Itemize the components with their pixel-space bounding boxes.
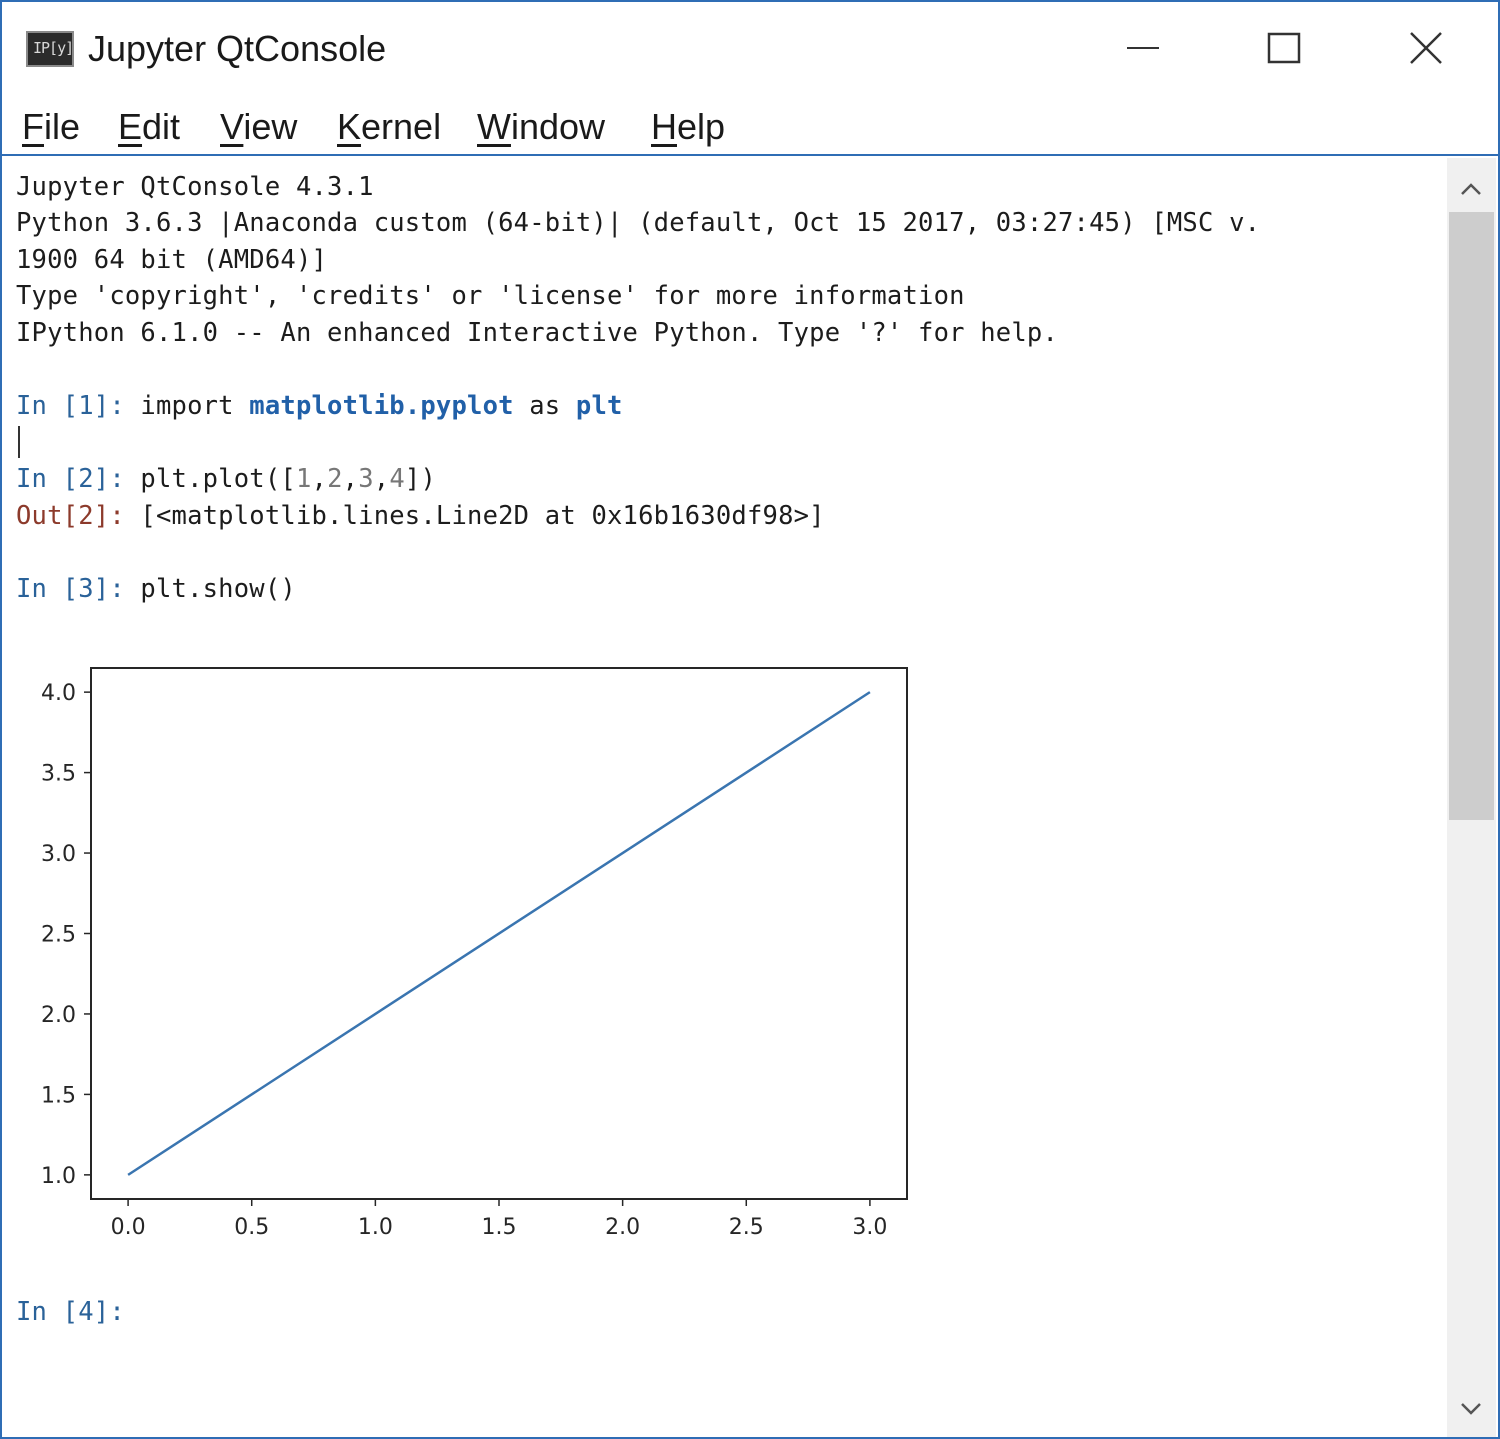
input-cell-2[interactable]: In [2]: plt.plot([1,2,3,4]): [16, 464, 436, 494]
in-prompt: In [3]:: [16, 574, 141, 604]
input-cell-1[interactable]: In [1]: import matplotlib.pyplot as plt: [16, 391, 623, 421]
ipython-icon: IP[y]: [26, 31, 74, 67]
code-text: ,: [311, 464, 328, 494]
menu-window-label: indow: [510, 106, 606, 147]
title-bar[interactable]: IP[y] Jupyter QtConsole: [2, 2, 1498, 94]
in-prompt: In [2]:: [16, 464, 141, 494]
scroll-up-button[interactable]: [1447, 164, 1496, 214]
in-prompt: In [4]:: [16, 1297, 141, 1327]
menu-view-label: iew: [243, 106, 298, 147]
banner-line: Jupyter QtConsole 4.3.1: [16, 172, 374, 202]
x-tick-label: 0.0: [111, 1215, 146, 1240]
menu-help-label: elp: [677, 106, 726, 147]
menu-help[interactable]: Help: [651, 106, 725, 148]
close-button[interactable]: [1390, 22, 1460, 74]
series-line: [127, 691, 871, 1176]
y-tick-label: 3.5: [41, 762, 76, 787]
maximize-icon: [1267, 32, 1301, 64]
menu-kernel[interactable]: Kernel: [337, 106, 441, 148]
menu-view-mnemonic: V: [220, 106, 244, 147]
y-tick-label: 1.0: [41, 1164, 76, 1189]
output-text: [<matplotlib.lines.Line2D at 0x16b1630df…: [140, 501, 825, 531]
maximize-button[interactable]: [1248, 22, 1318, 74]
menu-view[interactable]: View: [220, 106, 297, 148]
code-text: ,: [342, 464, 359, 494]
y-tick-label: 4.0: [41, 681, 76, 706]
y-tick-label: 1.5: [41, 1083, 76, 1108]
output-cell-2: Out[2]: [<matplotlib.lines.Line2D at 0x1…: [16, 501, 825, 531]
menu-window[interactable]: Window: [477, 106, 605, 148]
code-text: ,: [373, 464, 390, 494]
y-tick-label: 3.0: [41, 842, 76, 867]
in-prompt: In [1]:: [16, 391, 141, 421]
menu-kernel-label: ernel: [361, 106, 442, 147]
menu-edit[interactable]: Edit: [118, 106, 180, 148]
code-keyword: as: [513, 391, 576, 421]
x-tick-label: 1.5: [482, 1215, 517, 1240]
out-prompt: Out[2]:: [16, 501, 141, 531]
text-cursor: [18, 426, 20, 458]
menu-window-mnemonic: W: [477, 106, 511, 147]
vertical-scrollbar[interactable]: [1447, 158, 1496, 1437]
menu-help-mnemonic: H: [651, 106, 677, 147]
code-number: 4: [389, 464, 405, 494]
menu-edit-mnemonic: E: [118, 106, 143, 147]
code-number: 1: [295, 464, 312, 494]
scroll-thumb[interactable]: [1449, 212, 1494, 820]
banner-line: IPython 6.1.0 -- An enhanced Interactive…: [16, 318, 1059, 348]
x-tick-label: 0.5: [234, 1215, 269, 1240]
minimize-button[interactable]: [1106, 22, 1176, 74]
code-text: ]): [404, 464, 436, 494]
menu-kernel-mnemonic: K: [337, 106, 362, 147]
banner-line: 1900 64 bit (AMD64)]: [16, 245, 328, 275]
code-number: 3: [358, 464, 374, 494]
line-chart: 0.0 0.5 1.0 1.5 2.0 2.5 3.0 1.0 1.5 2.0 2.5 3.0 3.5 4…: [41, 667, 908, 1240]
menu-file-label: ile: [44, 106, 81, 147]
menu-bar: File Edit View Kernel Window Help: [2, 94, 1498, 156]
y-tick-label: 2.0: [41, 1003, 76, 1028]
chevron-down-icon: [1461, 1403, 1481, 1415]
code-alias: plt: [575, 391, 623, 421]
y-tick-label: 2.5: [41, 923, 76, 948]
code-text: plt.plot([: [140, 464, 296, 494]
x-tick-label: 3.0: [852, 1215, 887, 1240]
minimize-icon: [1127, 47, 1159, 49]
scroll-down-button[interactable]: [1447, 1384, 1496, 1434]
window-title: Jupyter QtConsole: [88, 28, 387, 69]
banner-line: Python 3.6.3 |Anaconda custom (64-bit)| …: [16, 208, 1261, 238]
banner-line: Type 'copyright', 'credits' or 'license'…: [16, 281, 965, 311]
x-tick-label: 2.0: [605, 1215, 640, 1240]
code-number: 2: [327, 464, 343, 494]
code-keyword: import: [140, 391, 250, 421]
code-text: plt.show(): [140, 574, 296, 604]
chevron-up-icon: [1461, 183, 1481, 195]
x-tick-label: 2.5: [729, 1215, 764, 1240]
menu-file-mnemonic: F: [22, 106, 44, 147]
x-tick-label: 1.0: [358, 1215, 393, 1240]
menu-edit-label: dit: [142, 106, 181, 147]
close-icon: [1410, 32, 1442, 64]
input-cell-3[interactable]: In [3]: plt.show(): [16, 574, 296, 604]
console-output-area[interactable]: Jupyter QtConsole 4.3.1 Python 3.6.3 |An…: [4, 158, 1447, 1437]
input-cell-4[interactable]: In [4]:: [16, 1297, 140, 1327]
menu-file[interactable]: File: [22, 106, 80, 148]
code-module: matplotlib.pyplot: [249, 391, 514, 421]
